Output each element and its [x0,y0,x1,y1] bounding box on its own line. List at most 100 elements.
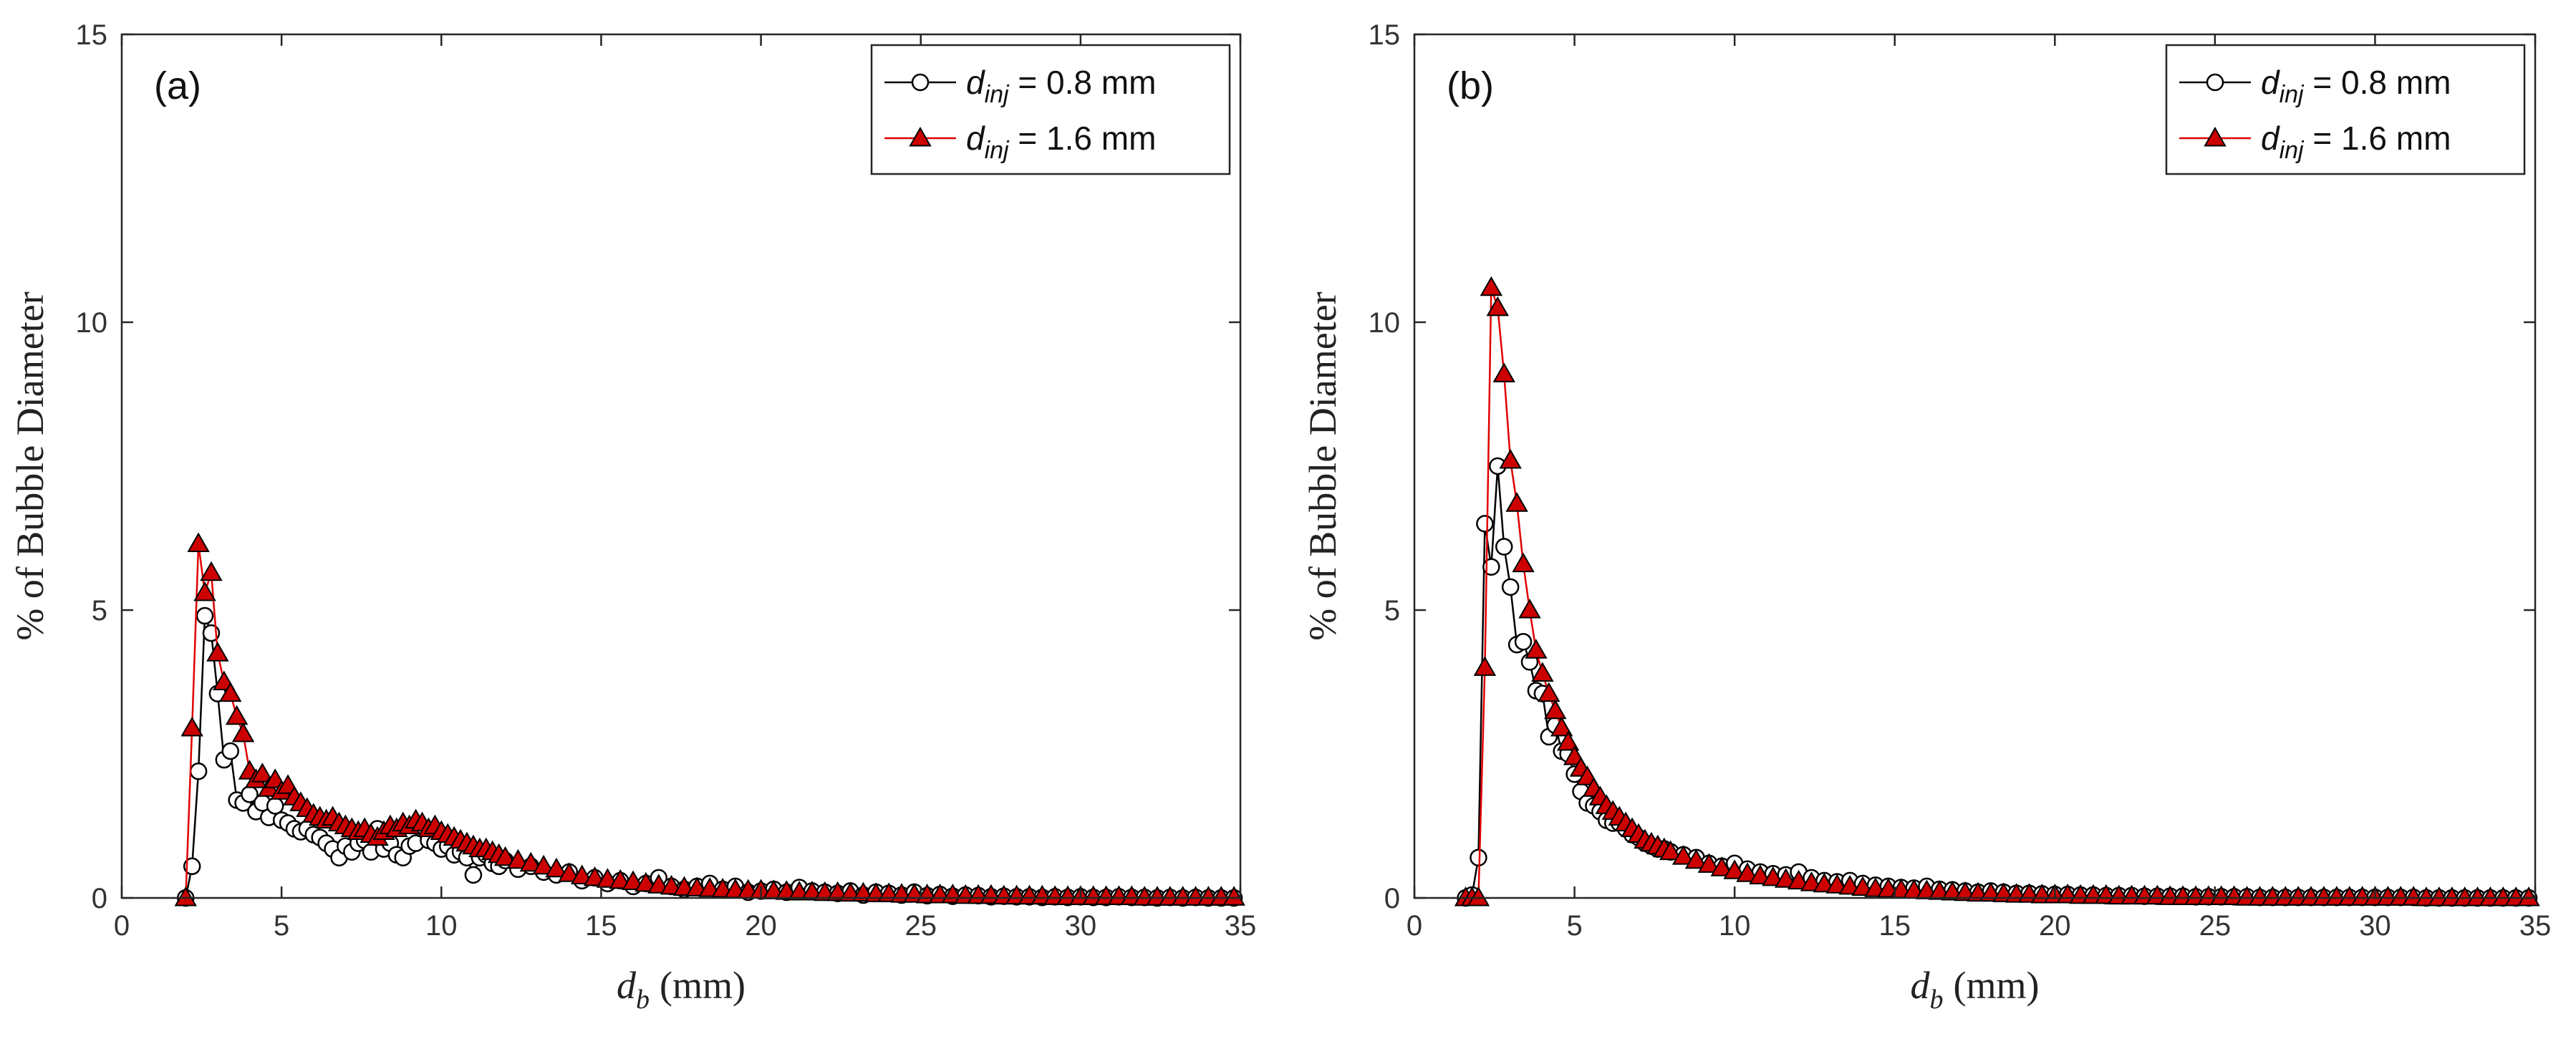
x-axis-symbol: d [617,964,637,1007]
chart-panel-a: 0 5 10 15 20 25 30 35 0 5 10 15 (a) % of Bubble Dia… [9,19,1256,1015]
data-point [1684,849,1708,869]
plot-background [1414,34,2535,898]
x-tick-label: 0 [114,910,130,942]
legend-value: = 1.6 mm [2304,120,2451,157]
legend-subscript: inj [2280,137,2305,164]
axes: 0 5 10 15 20 25 30 35 0 5 10 15 [1369,19,2552,942]
legend-symbol: d [966,120,985,157]
data-point [183,857,201,876]
x-axis-symbol: d [1911,964,1931,1007]
x-tick-label: 35 [2519,910,2552,942]
x-axis-subscript: b [636,985,650,1015]
legend-value: = 1.6 mm [1009,120,1157,157]
x-tick-label: 15 [1878,910,1911,942]
x-tick-label: 5 [1566,910,1582,942]
data-point [464,866,483,884]
data-point [596,868,619,888]
legend-marker-shape [2204,126,2227,147]
axes-frame [1413,33,2537,899]
data-point [1495,538,1513,556]
data-point [647,874,670,894]
data-point [1825,874,1848,894]
x-tick-label: 10 [1719,910,1751,942]
data-point [1736,862,1759,882]
x-axis-unit: (mm) [1954,964,2040,1007]
data-point [583,866,607,886]
data-point [570,864,594,884]
legend-entry-series-1: dinj = 0.8 mm [884,64,1156,108]
data-point [1544,699,1567,720]
data-point [196,607,214,625]
series-2 [174,532,1245,907]
data-point [1838,874,1861,895]
y-tick-label: 0 [1384,883,1400,914]
axes-frame [120,33,1242,899]
data-point [1473,656,1497,676]
legend-symbol: d [966,64,985,101]
legend-box [870,44,1231,175]
legend-label-series-2: dinj = 1.6 mm [2261,120,2451,164]
data-point [1222,886,1245,906]
legend-marker-series-2 [2204,126,2227,147]
data-point [545,857,568,878]
y-tick-label: 10 [76,307,108,339]
legend-label-series-2: dinj = 1.6 mm [966,120,1156,164]
data-point [1851,876,1874,897]
legend-marker-shape [2206,73,2224,92]
x-tick-label: 5 [274,910,289,942]
legend-entry-series-2: dinj = 1.6 mm [884,120,1156,164]
data-point [1476,515,1494,533]
legend-label-series-1: dinj = 0.8 mm [2261,64,2451,108]
data-point [1492,362,1515,382]
data-point [1550,716,1573,737]
legend-box [2165,44,2526,175]
legend-marker-series-2 [909,126,932,147]
legend-symbol: d [2261,120,2280,157]
data-point [174,886,197,907]
data-point [1512,552,1535,573]
data-point [189,762,208,781]
data-point [1556,730,1580,751]
data-point [609,869,632,889]
legend: dinj = 0.8 mm dinj = 1.6 mm [870,44,1231,175]
data-point [558,862,581,882]
axes: 0 5 10 15 20 25 30 35 0 5 10 15 [76,19,1257,942]
y-tick-label: 15 [1369,19,1401,51]
legend-entry-series-1: dinj = 0.8 mm [2179,64,2451,108]
data-point [231,722,255,743]
y-axis-title: % of Bubble Diameter [9,291,52,640]
data-point [1470,849,1487,866]
x-axis-subscript: b [1930,985,1944,1015]
x-tick-label: 15 [585,910,617,942]
data-point [180,716,203,737]
y-tick-label: 10 [1369,307,1401,339]
y-tick-label: 5 [92,595,107,627]
panel-label: (b) [1447,64,1494,107]
data-point [206,642,229,662]
legend-marker-series-1 [911,73,930,92]
legend-value: = 0.8 mm [2304,64,2451,101]
data-point [1499,448,1522,469]
data-point [200,561,223,581]
data-point [1800,871,1823,891]
data-point [1467,886,1490,907]
x-axis-unit: (mm) [660,964,746,1007]
legend-marker-series-1 [2206,73,2224,92]
data-point [1671,845,1695,865]
data-point [251,763,274,783]
y-tick-label: 5 [1384,595,1400,627]
series-2 [1454,276,2540,907]
data-point [193,581,216,601]
data-point [1525,639,1548,659]
y-axis-title: % of Bubble Diameter [1301,291,1344,640]
data-point [219,682,242,702]
data-point [1749,864,1772,884]
x-tick-label: 20 [745,910,777,942]
data-point [1538,682,1560,702]
y-tick-label: 15 [76,19,108,51]
y-tick-label: 0 [92,883,107,914]
x-tick-label: 35 [1225,910,1257,942]
data-point [1518,598,1541,619]
data-point [221,742,239,760]
